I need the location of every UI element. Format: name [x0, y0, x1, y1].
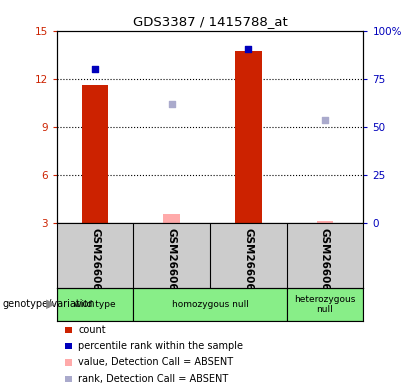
- Point: [168, 101, 175, 108]
- Point: [92, 66, 98, 72]
- Text: GSM266064: GSM266064: [320, 228, 330, 298]
- Bar: [134, 288, 287, 321]
- Point: [322, 117, 328, 123]
- Text: GSM266061: GSM266061: [167, 228, 177, 298]
- Text: heterozygous
null: heterozygous null: [294, 295, 356, 314]
- Bar: [81, 85, 108, 223]
- Bar: [317, 221, 333, 223]
- Text: GSM266063: GSM266063: [90, 228, 100, 298]
- Text: value, Detection Call = ABSENT: value, Detection Call = ABSENT: [78, 358, 233, 367]
- Bar: [57, 288, 134, 321]
- Text: GSM266062: GSM266062: [243, 228, 253, 298]
- Text: genotype/variation: genotype/variation: [2, 299, 95, 310]
- Text: count: count: [78, 325, 106, 335]
- Bar: [163, 214, 180, 223]
- Text: percentile rank within the sample: percentile rank within the sample: [78, 341, 243, 351]
- Text: wild type: wild type: [74, 300, 116, 309]
- Text: homozygous null: homozygous null: [171, 300, 249, 309]
- Bar: [287, 288, 363, 321]
- Text: rank, Detection Call = ABSENT: rank, Detection Call = ABSENT: [78, 374, 228, 384]
- Point: [245, 46, 252, 52]
- Title: GDS3387 / 1415788_at: GDS3387 / 1415788_at: [133, 15, 287, 28]
- Bar: [235, 51, 262, 223]
